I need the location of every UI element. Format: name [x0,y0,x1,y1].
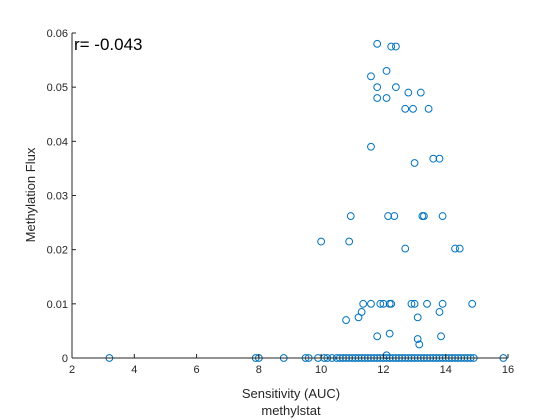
data-point [382,67,391,75]
tick-labels: 2 4 6 8 10 12 14 16 0 0.01 0.02 0.03 0.04 0.05 0.06 [47,28,515,376]
data-point [420,212,428,220]
data-point [359,299,368,308]
data-point [409,104,417,113]
data-point [438,299,447,308]
x-tick-label: 8 [256,364,262,376]
data-point [437,332,445,341]
x-tick-label: 16 [502,364,514,376]
data-point [367,142,375,151]
data-point [367,299,375,308]
data-point [410,299,419,308]
data-point [415,340,424,349]
data-point [373,94,382,102]
data-point [416,88,425,97]
y-tick-label: 0.02 [47,245,68,257]
data-point [424,104,433,113]
data-point [387,42,396,51]
data-point [345,237,354,246]
y-tick-label: 0.05 [47,82,68,94]
x-tick-label: 6 [194,364,200,376]
data-point [387,299,396,308]
x-axis-label: Sensitivity (AUC) [242,386,340,401]
y-tick-label: 0 [62,353,68,365]
data-point [346,212,355,220]
data-point [373,39,382,48]
data-point [385,329,394,338]
y-tick-label: 0.06 [47,28,68,40]
x-tick-label: 4 [131,364,137,376]
x-tick-label: 12 [377,364,389,376]
data-point [438,212,447,220]
data-point [429,154,438,163]
data-point [401,104,410,113]
data-point [451,244,459,253]
y-tick-label: 0.01 [47,299,68,311]
y-tick-label: 0.04 [47,136,68,148]
data-point [413,335,422,343]
data-point [317,237,326,246]
data-point [390,212,399,220]
plot-area [72,33,508,358]
axes [71,32,509,359]
data-point [379,299,388,308]
data-point [435,308,444,316]
plot-background [72,33,508,358]
data-point [382,94,391,102]
data-point [401,244,410,253]
data-point [413,313,422,322]
data-point [435,154,444,163]
data-point [391,42,400,51]
x-tick-label: 10 [315,364,327,376]
data-point [373,83,382,92]
data-point [407,299,416,308]
data-point [404,88,413,97]
data-point [373,332,382,341]
y-tick-label: 0.03 [47,191,68,203]
data-point [423,299,431,308]
data-point [455,244,464,253]
data-point [357,308,366,316]
data-point [391,83,400,92]
data-point [410,159,419,167]
x-tick-label: 14 [440,364,452,376]
data-point [376,299,385,308]
data-point [367,72,375,81]
data-point [342,316,350,324]
x-tick-label: 2 [69,364,75,376]
data-point [468,299,477,308]
correlation-annotation: r= -0.043 [74,35,143,54]
y-axis-label: Methylation Flux [23,147,38,242]
data-point [384,212,393,220]
chart-subtitle: methylstat [261,403,321,418]
